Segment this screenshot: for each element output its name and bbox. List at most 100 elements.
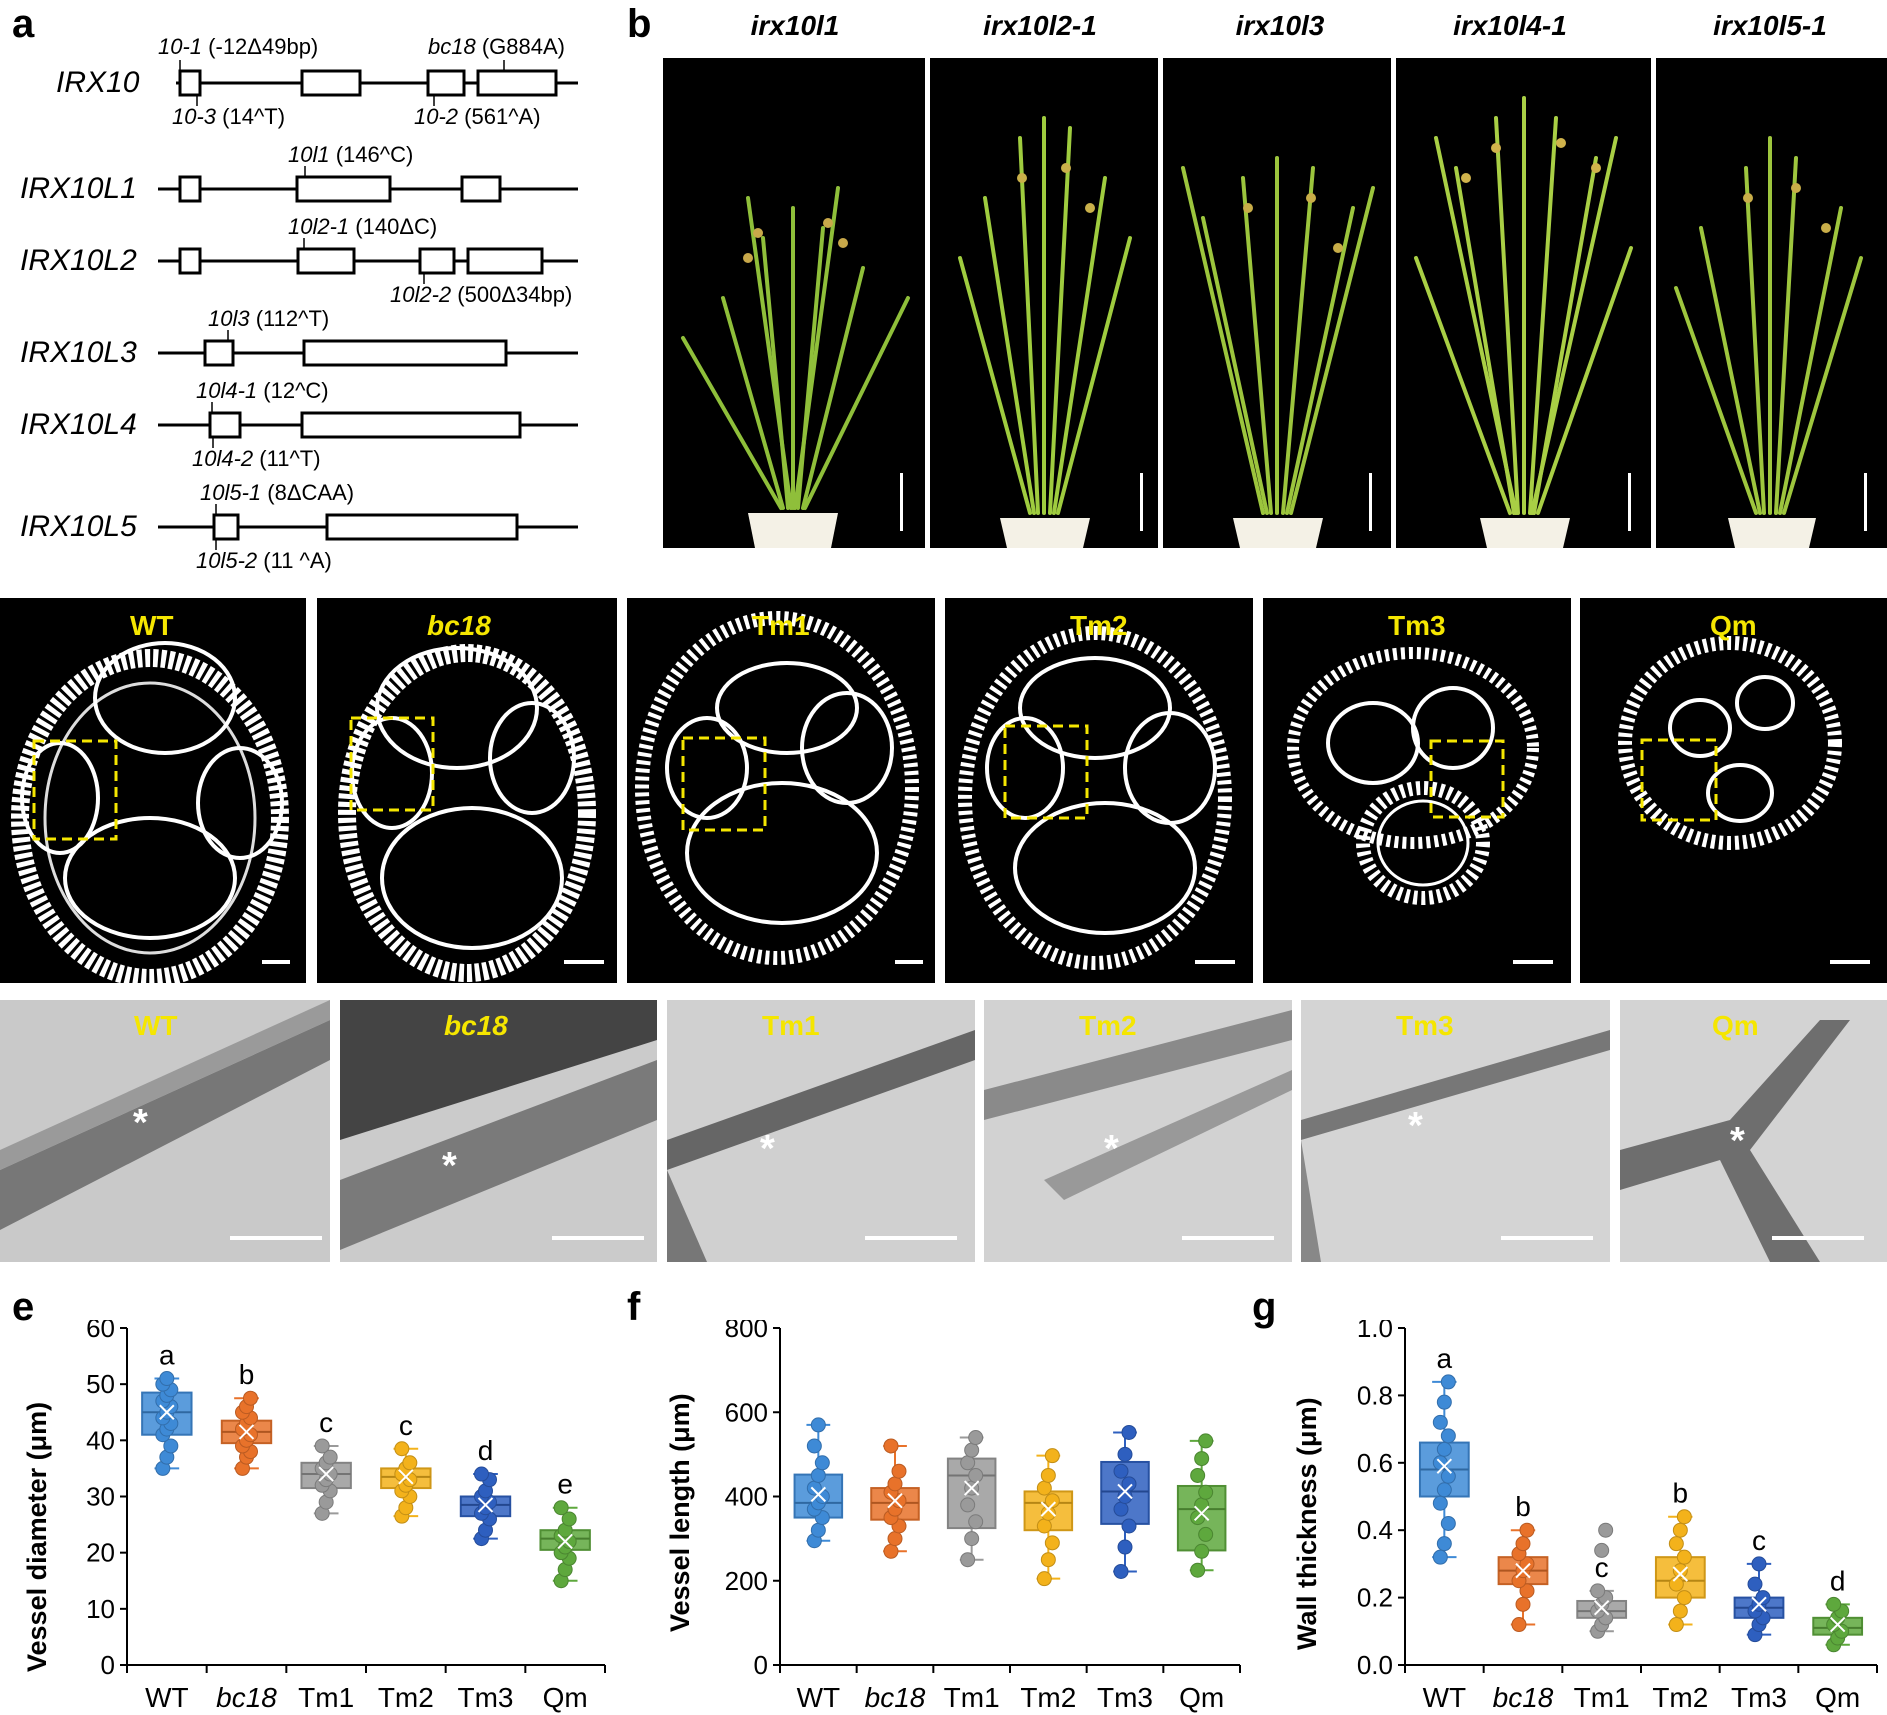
x-tick-label: Tm1 [298,1682,354,1713]
plant-photo-2 [930,58,1158,548]
significance-letter: a [159,1340,175,1371]
allele-10l2-2: 10l2-2 (500Δ34bp) [390,282,573,307]
gene-models [158,60,578,550]
data-point [1436,1536,1452,1552]
tem-micrograph-tm2: Tm2 * [984,1000,1292,1262]
x-tick-label: bc18 [1493,1682,1554,1713]
wall-marker: * [760,1128,775,1170]
mean-marker [1515,1562,1531,1579]
scale-bar [230,1236,322,1240]
scale-bar [1182,1236,1274,1240]
box-qm [1176,1433,1227,1578]
plant-photo-3 [1163,58,1391,548]
label-tm3: Tm3 [1396,1010,1454,1041]
data-point [1190,1562,1206,1578]
y-tick-label: 0 [101,1650,115,1680]
data-point [1436,1482,1452,1498]
wall-marker: * [1408,1105,1423,1147]
data-point [891,1463,907,1479]
mean-marker [159,1404,175,1420]
significance-letter: c [1595,1552,1609,1583]
mean-marker [1436,1458,1453,1474]
panel-e-letter: e [12,1285,35,1329]
tem-micrograph-qm: Qm * [1620,1000,1887,1262]
vessel-diameter-chart: 0 10 20 30 40 50 60 a WT b bc18 c Tm1 c Tm2 d Tm3 e Qm [86,1320,606,1713]
allele-10l5-1: 10l5-1 (8ΔCAA) [200,480,355,505]
x-tick-label: Tm3 [1731,1682,1787,1713]
data-point [1198,1433,1214,1449]
tem-micrograph-tm3: Tm3 * [1301,1000,1610,1262]
box-tm2 [380,1441,432,1524]
x-tick-label: Tm1 [1574,1682,1630,1713]
data-point [394,1441,410,1457]
data-point [1432,1414,1448,1430]
plant-illustration [681,186,910,548]
data-point [243,1390,258,1406]
data-point [1519,1583,1535,1599]
label-wt: WT [134,1010,178,1041]
plant-photo-1 [663,58,925,548]
scale-bar [1140,473,1143,531]
y-tick-label: 400 [725,1482,768,1512]
label-qm: Qm [1712,1010,1759,1041]
x-tick-label: bc18 [865,1682,926,1713]
significance-letter: d [478,1435,494,1466]
wall-marker: * [442,1145,457,1187]
scale-bar [1501,1236,1593,1240]
data-point [1121,1424,1137,1440]
data-point [1117,1539,1133,1555]
x-tick-label: Tm2 [1652,1682,1708,1713]
box-bc18 [870,1438,920,1559]
data-point [810,1522,826,1538]
scale-bar [1772,1236,1864,1240]
data-point [1436,1441,1452,1457]
data-point [1440,1374,1456,1390]
data-point [561,1511,577,1527]
gene-label-irx10: IRX10 [56,66,140,99]
data-point [1432,1549,1448,1565]
label-tm2: Tm2 [1079,1010,1137,1041]
data-point [1432,1495,1448,1511]
gene-label-irx10l4: IRX10L4 [20,408,137,441]
data-point [1040,1552,1056,1568]
significance-letter: d [1830,1565,1846,1596]
box-tm1 [946,1430,997,1568]
data-point [1511,1617,1527,1633]
allele-10l4-1: 10l4-1 (12^C) [196,378,329,403]
irx10-exon [178,69,202,97]
data-point [1676,1549,1692,1565]
data-point [810,1417,826,1433]
x-tick-label: Tm2 [378,1682,434,1713]
wall-thickness-chart: 0.0 0.2 0.4 0.6 0.8 1.0 a WT b bc18 c Tm1 b Tm2 c Tm3 d Q… [1357,1320,1878,1713]
box-bc18 [1497,1522,1549,1633]
box-tm3 [459,1466,512,1547]
x-tick-label: WT [797,1682,841,1713]
scale-bar [564,960,604,964]
data-point [1044,1493,1060,1509]
data-point [968,1514,984,1530]
x-tick-label: Qm [1815,1682,1860,1713]
scale-bar [1195,960,1235,964]
data-point [1672,1522,1688,1538]
data-point [1590,1583,1606,1599]
allele-10l1: 10l1 (146^C) [288,142,414,167]
plant-title-1: irx10l1 [750,10,840,41]
irx10-exon [426,69,466,97]
data-point [1044,1448,1060,1464]
y-tick-label: 200 [725,1566,768,1596]
plant-title-2: irx10l2-1 [983,10,1097,41]
tem-micrograph-wt: WT * [0,1000,330,1262]
x-tick-label: WT [145,1682,189,1713]
plant-photo-4 [1396,58,1651,548]
mean-marker [477,1497,494,1513]
box-bc18 [220,1390,273,1476]
data-point [1594,1542,1610,1558]
data-point [1751,1556,1767,1572]
fluorescence-micrograph-tm3: Tm3 [1263,598,1571,983]
panel-b-letter: b [627,2,652,46]
scale-bar [1628,473,1631,531]
label-bc18: bc18 [444,1010,508,1041]
data-point [1194,1451,1210,1467]
data-point [810,1467,826,1483]
wall-marker: * [1104,1128,1119,1170]
